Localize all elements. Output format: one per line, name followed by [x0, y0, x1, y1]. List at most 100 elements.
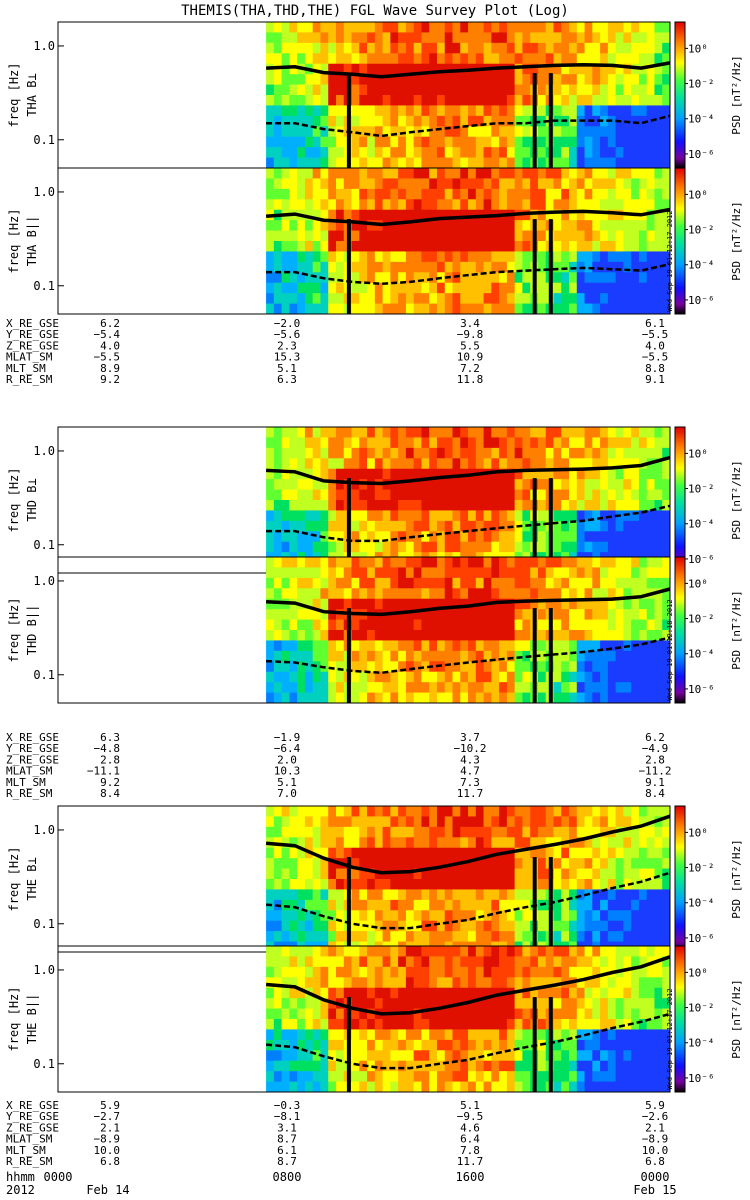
orbit-value: 4.7 — [460, 765, 480, 778]
colorbar-tick-label: 10⁻⁶ — [688, 294, 715, 307]
y-tick-label: 0.1 — [33, 917, 55, 931]
colorbar-label: PSD [nT²/Hz] — [730, 590, 743, 669]
colorbar-tick-label: 10⁻² — [688, 862, 715, 875]
orbit-value: 5.1 — [460, 1099, 480, 1112]
orbit-value: 11.8 — [457, 373, 484, 386]
colorbar-tick-label: 10⁻⁴ — [688, 518, 715, 531]
orbit-row-label: R_RE_SM — [6, 787, 53, 800]
orbit-row-label: MLT_SM — [6, 776, 46, 789]
orbit-row-label: R_RE_SM — [6, 373, 53, 386]
orbit-row-label: MLAT_SM — [6, 351, 53, 364]
orbit-block-tha: X_RE_GSE 6.2 −2.0 3.4 6.1 Y_RE_GSE −5.4 −5.6 −9.… — [6, 317, 668, 386]
orbit-value: 5.1 — [277, 362, 297, 375]
orbit-value: 11.7 — [457, 1155, 484, 1168]
y-tick-label: 0.1 — [33, 279, 55, 293]
freq-axis-label: freq [Hz] — [7, 467, 21, 532]
spectrogram-image — [266, 22, 671, 169]
orbit-value: 10.0 — [94, 1144, 121, 1157]
spectrogram-panels: 1.0 0.1 THA B⊥ freq [Hz] 10⁰ 10⁻² 10⁻⁴ 10⁻⁶ PSD … — [7, 21, 743, 1093]
colorbar — [674, 426, 686, 574]
colorbar-tick-label: 10⁻² — [688, 224, 715, 237]
panel-the-4: 1.0 0.1 THE B⊥ freq [Hz] 10⁰ 10⁻² 10⁻⁴ 10⁻⁶ PSD … — [7, 805, 743, 953]
spectrogram-image — [266, 557, 671, 704]
orbit-value: 6.8 — [100, 1155, 120, 1168]
orbit-row-label: R_RE_SM — [6, 1155, 53, 1168]
orbit-value: 9.2 — [100, 373, 120, 386]
orbit-row-label: X_RE_GSE — [6, 1099, 59, 1112]
orbit-value: 5.5 — [460, 339, 480, 352]
panel-thd-3: 1.0 0.1 THD B|| freq [Hz] 10⁰ 10⁻² 10⁻⁴ 10⁻⁶ PSD… — [7, 556, 743, 704]
orbit-value: 8.8 — [645, 362, 665, 375]
colorbar-tick-label: 10⁰ — [688, 826, 708, 839]
orbit-value: 11.7 — [457, 787, 484, 800]
freq-axis-label: freq [Hz] — [7, 62, 21, 127]
orbit-value: 9.2 — [100, 776, 120, 789]
panel-label: THA B⊥ — [25, 73, 39, 116]
y-tick-label: 0.1 — [33, 1057, 55, 1071]
dashed-series — [266, 636, 671, 675]
panel-thd-2: 1.0 0.1 THD B⊥ freq [Hz] 10⁰ 10⁻² 10⁻⁴ 10⁻⁶ PSD … — [7, 426, 743, 574]
colorbar — [674, 556, 686, 704]
orbit-value: 8.4 — [100, 787, 120, 800]
colorbar-tick-label: 10⁻⁶ — [688, 932, 715, 945]
y-tick-label: 0.1 — [33, 668, 55, 682]
spectrogram-image — [266, 946, 671, 1093]
y-tick-label: 1.0 — [33, 444, 55, 458]
orbit-value: −9.8 — [457, 328, 484, 341]
orbit-value: 6.2 — [645, 731, 665, 744]
orbit-value: 6.1 — [645, 317, 665, 330]
colorbar-label: PSD [nT²/Hz] — [730, 55, 743, 134]
orbit-value: 6.3 — [277, 373, 297, 386]
orbit-value: 3.1 — [277, 1121, 297, 1134]
orbit-value: 6.8 — [645, 1155, 665, 1168]
time-label-hhmm: hhmm — [6, 1170, 35, 1184]
orbit-value: −8.9 — [94, 1133, 121, 1146]
orbit-value: −5.4 — [94, 328, 121, 341]
colorbar-label: PSD [nT²/Hz] — [730, 979, 743, 1058]
orbit-row-label: Y_RE_GSE — [6, 742, 59, 755]
panel-tha-1: 1.0 0.1 THA B|| freq [Hz] 10⁰ 10⁻² 10⁻⁴ 10⁻⁶ PSD… — [7, 167, 743, 315]
colorbar-tick-label: 10⁻² — [688, 613, 715, 626]
line-series — [265, 207, 671, 227]
line-series — [265, 955, 671, 1016]
orbit-info-blocks: X_RE_GSE 6.2 −2.0 3.4 6.1 Y_RE_GSE −5.4 −5.6 −9.… — [6, 317, 672, 1168]
time-tick-2: 1600 — [456, 1170, 485, 1184]
colorbar-tick-label: 10⁻⁴ — [688, 648, 715, 661]
orbit-value: −11.1 — [87, 765, 120, 778]
colorbar-tick-label: 10⁻⁴ — [688, 259, 715, 272]
spectrogram-image — [266, 806, 671, 953]
orbit-value: 5.9 — [100, 1099, 120, 1112]
orbit-value: 10.3 — [274, 765, 301, 778]
y-tick-label: 1.0 — [33, 39, 55, 53]
orbit-value: −4.9 — [642, 742, 669, 755]
orbit-row-label: Z_RE_GSE — [6, 1121, 59, 1134]
orbit-value: 7.3 — [460, 776, 480, 789]
time-date-start: Feb 14 — [86, 1183, 129, 1197]
orbit-value: 4.0 — [645, 339, 665, 352]
orbit-value: −8.9 — [642, 1133, 669, 1146]
orbit-value: −10.2 — [453, 742, 486, 755]
colorbar-tick-label: 10⁰ — [688, 447, 708, 460]
colorbar — [674, 21, 686, 169]
time-tick-3: 0000 — [641, 1170, 670, 1184]
orbit-value: 7.2 — [460, 362, 480, 375]
orbit-value: 4.0 — [100, 339, 120, 352]
orbit-row-label: X_RE_GSE — [6, 731, 59, 744]
orbit-value: 2.1 — [645, 1121, 665, 1134]
panel-label: THE B|| — [25, 994, 39, 1045]
freq-axis-label: freq [Hz] — [7, 597, 21, 662]
line-series — [265, 814, 671, 875]
orbit-value: 2.8 — [100, 753, 120, 766]
panel-label: THA B|| — [25, 216, 39, 267]
timestamp-stamp: Wed Sep 19 01:12:17 2012 — [666, 988, 674, 1089]
orbit-row-label: Y_RE_GSE — [6, 1110, 59, 1123]
orbit-value: −5.5 — [642, 351, 669, 364]
orbit-value: 6.4 — [460, 1133, 480, 1146]
time-axis-labels: hhmm 2012 0000 0800 1600 0000 Feb 14 Feb… — [6, 1170, 677, 1197]
orbit-row-label: MLAT_SM — [6, 765, 53, 778]
orbit-value: 2.8 — [645, 753, 665, 766]
orbit-row-label: MLT_SM — [6, 1144, 46, 1157]
panel-tha-0: 1.0 0.1 THA B⊥ freq [Hz] 10⁰ 10⁻² 10⁻⁴ 10⁻⁶ PSD … — [7, 21, 743, 169]
orbit-value: 3.4 — [460, 317, 480, 330]
colorbar-tick-label: 10⁻² — [688, 1002, 715, 1015]
